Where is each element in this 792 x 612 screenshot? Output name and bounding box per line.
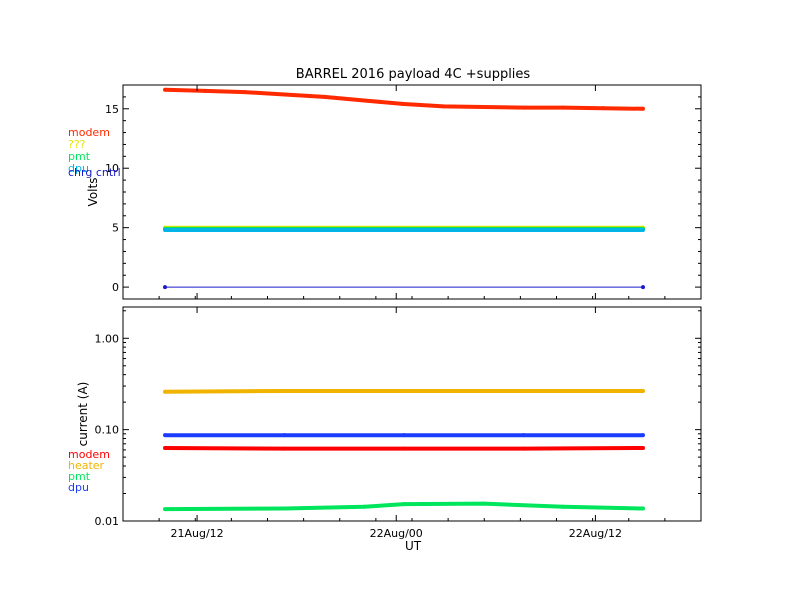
bottom-point (402, 502, 406, 507)
top-plot-frame (122, 84, 702, 300)
bottom-x-ticks: 21Aug/12 22Aug/00 22Aug/12 (122, 85, 702, 540)
top-point (163, 228, 167, 233)
bottom-point (163, 445, 167, 450)
top-point (601, 106, 606, 111)
chart-title: BARREL 2016 payload 4C +supplies (296, 67, 531, 82)
bottom-point (561, 504, 566, 509)
top-y-tick-label: 5 (112, 222, 119, 235)
x-axis-label: UT (405, 539, 422, 553)
top-point (242, 90, 247, 95)
top-point (641, 106, 645, 111)
bottom-plot-frame (122, 306, 702, 522)
bottom-point (163, 507, 167, 512)
bottom-legend-pmt: pmt (68, 470, 91, 483)
top-point (322, 94, 327, 99)
bottom-point (282, 506, 287, 511)
top-legend-pmt: pmt (68, 150, 91, 163)
bottom-point (481, 501, 486, 506)
bottom-point (362, 504, 367, 509)
bottom-point (402, 433, 406, 438)
bottom-point (641, 433, 645, 438)
bottom-series (163, 388, 645, 512)
top-legend-modem: modem (68, 126, 110, 139)
bottom-legend-dpu: dpu (68, 481, 89, 494)
top-point (481, 104, 486, 109)
bottom-point (282, 388, 287, 393)
x-tick-label: 22Aug/00 (370, 527, 423, 540)
top-y-axis-label: Volts (86, 178, 100, 207)
top-point (402, 102, 406, 107)
top-point (521, 105, 526, 110)
top-point (163, 87, 167, 92)
top-y-tick-label: 0 (112, 281, 119, 294)
bottom-point (402, 388, 406, 393)
top-point (561, 105, 566, 110)
top-point (163, 285, 167, 290)
bottom-y-tick-label: 1.00 (95, 332, 120, 345)
top-point (362, 98, 367, 103)
bottom-legend: modem heater pmt dpu (68, 448, 110, 494)
top-point (641, 228, 645, 233)
bottom-point (641, 445, 645, 450)
bottom-point (402, 446, 406, 451)
top-legend-chrg-cntrl: chrg cntrl (68, 166, 121, 179)
bottom-y-ticks: 0.01 0.10 1.00 (95, 310, 701, 528)
bottom-point (282, 446, 287, 451)
top-panel: BARREL 2016 payload 4C +supplies Volts 0… (68, 67, 702, 300)
bottom-y-axis-label: current (A) (76, 382, 90, 447)
top-legend: modem ??? pmt dpu chrg cntrl (68, 126, 121, 179)
top-legend-unknown: ??? (68, 138, 86, 151)
bottom-point (163, 389, 167, 394)
top-legend-dpu: dpu (68, 162, 89, 175)
top-point (202, 88, 207, 93)
bottom-legend-modem: modem (68, 448, 110, 461)
top-series (163, 87, 645, 290)
bottom-legend-heater: heater (68, 459, 105, 472)
bottom-point (521, 433, 526, 438)
top-y-tick-label: 10 (105, 162, 119, 175)
top-point (641, 285, 645, 290)
bottom-point (282, 433, 287, 438)
top-point (282, 92, 287, 97)
bottom-y-tick-label: 0.01 (95, 515, 120, 528)
top-y-tick-label: 15 (105, 103, 119, 116)
x-tick-label: 21Aug/12 (170, 527, 223, 540)
top-y-ticks: 0 5 10 15 (105, 84, 701, 294)
bottom-y-tick-label: 0.10 (95, 424, 120, 437)
bottom-point (521, 388, 526, 393)
bottom-point (521, 446, 526, 451)
bottom-point (641, 388, 645, 393)
bottom-point (641, 506, 645, 511)
bottom-point (163, 433, 167, 438)
x-tick-label: 22Aug/12 (569, 527, 622, 540)
bottom-panel: current (A) UT 0.01 0.10 1.00 21Aug/12 22Au… (68, 85, 702, 553)
top-point (441, 104, 446, 109)
